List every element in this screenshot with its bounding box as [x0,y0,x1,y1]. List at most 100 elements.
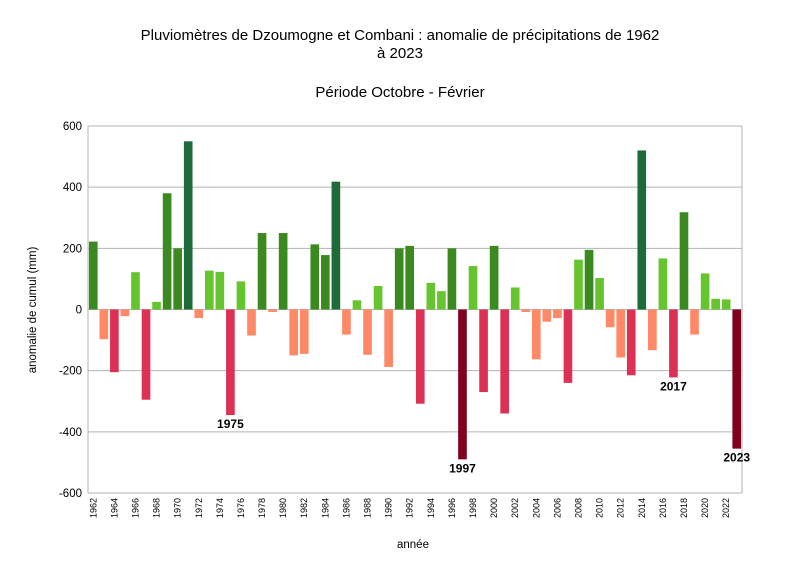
annotation-1975: 1975 [217,417,244,431]
x-tick-label: 1998 [468,498,478,518]
bar-1981 [289,309,299,356]
x-axis-ticks: 1962 1964 1966 1968 1970 1972 1974 1976 1978 1980… [88,498,731,518]
x-tick-label: 2020 [700,498,710,518]
bar-1998 [468,266,478,310]
bar-1975 [226,309,235,416]
x-tick-label: 1986 [341,498,351,518]
y-tick-label: 200 [63,243,82,255]
bars [88,141,742,460]
x-tick-label: 2012 [616,498,626,518]
bar-2006 [553,309,562,319]
bar-1979 [268,309,277,312]
bar-2016 [658,258,668,310]
x-tick-label: 2000 [489,498,499,518]
bar-2001 [500,309,509,414]
y-tick-label: -200 [59,366,82,378]
x-tick-label: 1990 [384,498,394,518]
bar-2023 [732,309,742,449]
bar-2013 [626,309,636,376]
bar-1970 [173,248,182,310]
x-tick-label: 2002 [510,498,520,518]
y-axis-label: anomalie de cumul (mm) [27,247,39,374]
bar-1982 [299,309,309,354]
bar-2015 [648,309,657,351]
x-tick-label: 2018 [679,498,689,518]
x-tick-label: 2022 [721,498,731,518]
bar-1983 [310,244,320,310]
annotation-1997: 1997 [449,461,476,475]
x-tick-label: 1978 [257,498,267,518]
y-tick-label: -400 [59,427,82,439]
bar-2011 [605,309,615,328]
x-tick-label: 1974 [215,498,225,518]
bar-2003 [521,309,531,312]
bar-2021 [711,298,720,310]
x-tick-label: 1982 [299,498,309,518]
y-tick-label: 400 [63,182,82,194]
bar-1994 [426,282,436,310]
bar-2004 [531,309,541,360]
bar-1967 [141,309,151,400]
y-tick-label: 0 [76,305,82,317]
annotation-2017: 2017 [660,379,687,393]
bar-1964 [110,309,119,373]
x-tick-label: 2004 [531,498,541,518]
bar-1966 [131,272,140,310]
bar-2002 [510,287,520,310]
x-tick-label: 2008 [574,498,584,518]
bar-2012 [616,309,626,358]
bar-1968 [152,301,161,310]
bar-1990 [384,309,393,367]
bar-1977 [247,309,256,336]
x-tick-label: 1962 [88,498,98,518]
bar-1978 [257,233,267,310]
bar-1985 [331,181,341,310]
x-tick-label: 1966 [130,498,140,518]
x-tick-label: 1988 [363,498,373,518]
bar-2014 [637,150,647,310]
y-tick-label: -600 [59,488,82,500]
bar-1976 [236,281,246,310]
x-tick-label: 1976 [236,498,246,518]
bar-1973 [204,270,214,310]
bar-1971 [183,141,193,310]
bar-1991 [394,248,404,310]
bar-2008 [574,259,583,310]
bar-2020 [700,273,710,310]
bar-1988 [363,309,372,355]
bar-1980 [278,233,288,310]
bar-1965 [120,309,130,317]
bar-1987 [352,300,362,310]
bar-1962 [88,241,98,310]
bar-2007 [563,309,573,383]
x-tick-label: 2006 [552,498,562,518]
x-tick-label: 1970 [173,498,183,518]
bar-2005 [542,309,552,322]
bar-1969 [162,193,172,310]
x-axis-label: année [397,539,429,551]
x-tick-label: 1984 [320,498,330,518]
y-axis-ticks: 600 400 200 0 -200 -400 -600 [59,121,82,500]
x-tick-label: 2010 [595,498,605,518]
x-tick-label: 1968 [152,498,162,518]
x-tick-label: 1994 [426,498,436,518]
annotations: 1975 1997 2017 2023 [217,379,750,475]
bar-2017 [669,309,678,378]
chart-title-line2: à 2023 [377,45,423,62]
chart-subtitle: Période Octobre - Février [315,84,485,101]
bar-2010 [595,277,604,310]
y-tick-label: 600 [63,121,82,133]
x-tick-label: 1964 [109,498,119,518]
bar-2018 [679,212,689,310]
bar-2000 [489,245,499,310]
bar-1992 [405,245,415,310]
x-tick-label: 1996 [447,498,457,518]
bar-1993 [415,309,425,404]
bar-1986 [342,309,351,335]
x-tick-label: 2014 [637,498,647,518]
bar-1995 [437,291,446,310]
x-tick-label: 1980 [278,498,288,518]
bar-1999 [479,309,488,393]
bar-1997 [458,309,467,460]
